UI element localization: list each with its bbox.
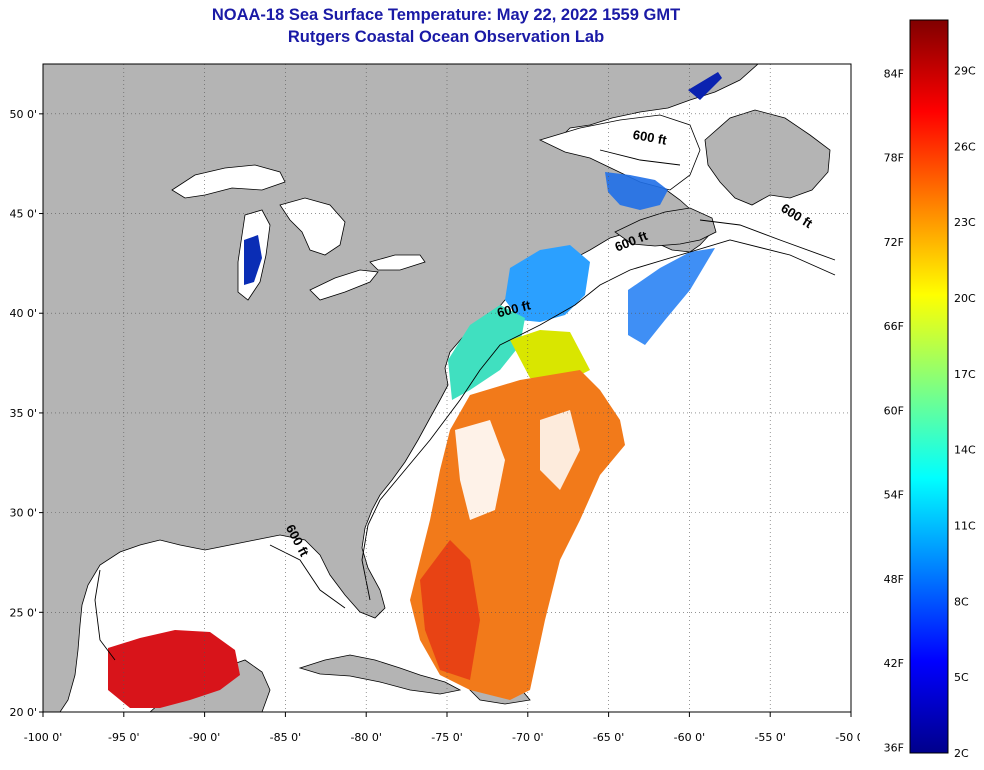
- temperature-colorbar: 84F 78F 72F 66F 60F 54F 48F 42F 36F 29C 26C 23C 20C…: [884, 19, 976, 760]
- lake-ontario: [369, 254, 426, 271]
- depth-contour-label: 600 ft: [632, 127, 669, 148]
- latitude-tick-label: 20 0': [9, 706, 37, 719]
- latitude-tick-label: 30 0': [9, 507, 37, 520]
- celsius-tick-label: 26C: [954, 140, 976, 153]
- fahrenheit-tick-label: 66F: [884, 320, 904, 333]
- celsius-tick-label: 11C: [954, 520, 976, 533]
- longitude-tick-label: -65 0': [593, 731, 625, 744]
- sst-labrador-strip: [688, 72, 722, 100]
- latitude-tick-label: 25 0': [9, 606, 37, 619]
- sst-lake-michigan: [244, 235, 262, 285]
- depth-contours: [94, 149, 836, 661]
- lake-superior: [171, 164, 286, 199]
- celsius-labels: 29C 26C 23C 20C 17C 14C 11C 8C 5C 2C: [954, 65, 976, 760]
- celsius-tick-label: 14C: [954, 444, 976, 457]
- nova-scotia-peninsula: [614, 207, 717, 247]
- sst-mid-atlantic: [448, 305, 525, 400]
- longitude-axis: -100 0' -95 0' -90 0' -85 0' -80 0' -75 0' -70…: [24, 712, 860, 744]
- cuba-island: [298, 654, 462, 695]
- latitude-axis: 50 0' 45 0' 40 0' 35 0' 30 0' 25 0' 20 0': [9, 108, 43, 719]
- fahrenheit-tick-label: 60F: [884, 404, 904, 417]
- longitude-tick-label: -55 0': [754, 731, 786, 744]
- sst-gulf-of-mexico: [108, 630, 240, 708]
- celsius-tick-label: 2C: [954, 747, 969, 760]
- latitude-tick-label: 35 0': [9, 407, 37, 420]
- cloud-gap: [455, 420, 505, 520]
- longitude-tick-label: -60 0': [674, 731, 706, 744]
- newfoundland-island: [704, 109, 831, 206]
- fahrenheit-tick-label: 78F: [884, 152, 904, 165]
- title-line-2: Rutgers Coastal Ocean Observation Lab: [287, 28, 605, 46]
- longitude-tick-label: -90 0': [189, 731, 221, 744]
- fahrenheit-tick-label: 84F: [884, 67, 904, 80]
- longitude-tick-label: -75 0': [431, 731, 463, 744]
- fahrenheit-labels: 84F 78F 72F 66F 60F 54F 48F 42F 36F: [884, 67, 904, 754]
- latitude-tick-label: 50 0': [9, 108, 37, 121]
- cloud-gap: [540, 410, 580, 490]
- sst-gulf-of-maine: [505, 245, 590, 322]
- colorbar-scale: [909, 19, 949, 754]
- celsius-tick-label: 17C: [954, 368, 976, 381]
- fahrenheit-tick-label: 42F: [884, 657, 904, 670]
- fahrenheit-tick-label: 72F: [884, 236, 904, 249]
- celsius-tick-label: 5C: [954, 671, 969, 684]
- fahrenheit-tick-label: 36F: [884, 741, 904, 754]
- title-line-1: NOAA-18 Sea Surface Temperature: May 22,…: [211, 6, 681, 24]
- graticule: [43, 64, 851, 712]
- lake-erie: [309, 269, 379, 301]
- sst-scotian-shelf: [628, 248, 715, 345]
- sst-gulf-st-lawrence: [605, 172, 668, 210]
- longitude-tick-label: -70 0': [512, 731, 544, 744]
- celsius-tick-label: 29C: [954, 65, 976, 78]
- celsius-tick-label: 8C: [954, 595, 969, 608]
- longitude-tick-label: -100 0': [24, 731, 62, 744]
- fahrenheit-tick-label: 48F: [884, 573, 904, 586]
- longitude-tick-label: -50 0': [835, 731, 860, 744]
- longitude-tick-label: -95 0': [108, 731, 140, 744]
- longitude-tick-label: -80 0': [350, 731, 382, 744]
- lake-huron: [279, 197, 346, 256]
- fahrenheit-tick-label: 54F: [884, 489, 904, 502]
- gulf-of-st-lawrence: [538, 114, 701, 191]
- latitude-tick-label: 40 0': [9, 307, 37, 320]
- sst-slope-yellow: [510, 330, 590, 385]
- map-title: NOAA-18 Sea Surface Temperature: May 22,…: [40, 4, 852, 48]
- longitude-tick-label: -85 0': [270, 731, 302, 744]
- celsius-tick-label: 23C: [954, 216, 976, 229]
- latitude-tick-label: 45 0': [9, 208, 37, 221]
- celsius-tick-label: 20C: [954, 292, 976, 305]
- sst-gulf-stream-core: [420, 540, 480, 680]
